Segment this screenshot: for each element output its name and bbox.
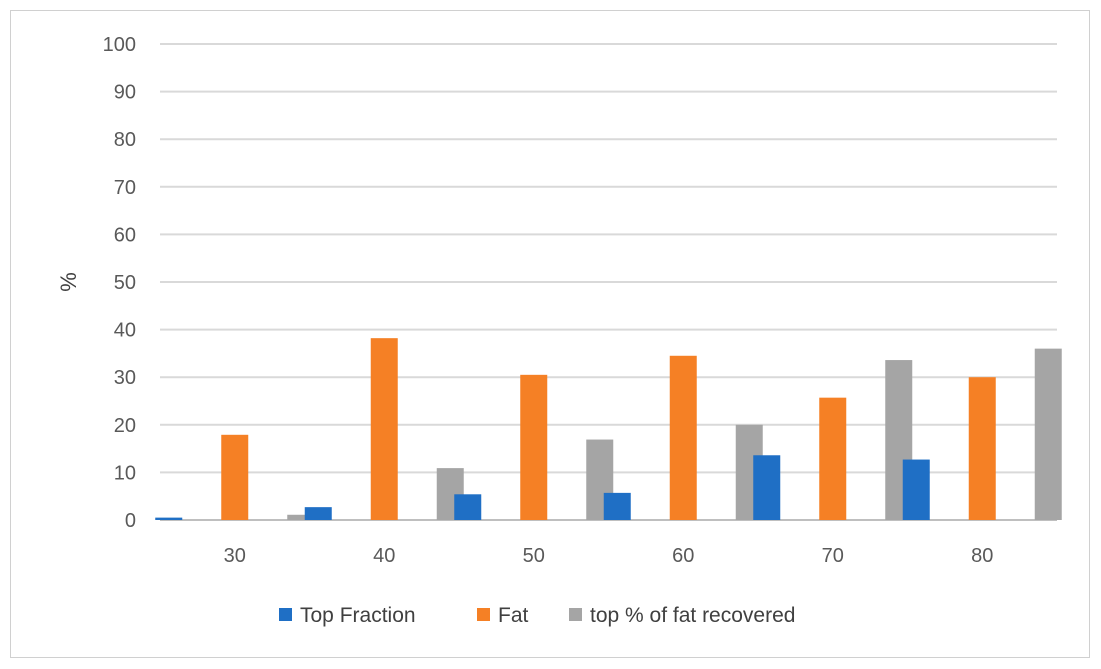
y-axis-ticks: 0 10 20 30 40 50 60 70 80 90 100 bbox=[103, 34, 136, 532]
y-tick-label: 90 bbox=[114, 82, 136, 104]
y-tick-label: 100 bbox=[103, 34, 136, 56]
x-tick-label: 60 bbox=[672, 545, 694, 567]
legend-swatch bbox=[279, 608, 292, 621]
bar-fat-60 bbox=[669, 355, 697, 520]
legend-label: Fat bbox=[498, 604, 529, 627]
bars bbox=[155, 338, 1062, 520]
x-tick-label: 70 bbox=[822, 545, 844, 567]
bar-fat-30 bbox=[221, 434, 249, 520]
y-axis-label: % bbox=[56, 272, 81, 292]
x-tick-label: 30 bbox=[224, 545, 246, 567]
bar-fat-40 bbox=[370, 338, 398, 520]
bar-top-fraction-30 bbox=[155, 517, 183, 520]
y-tick-label: 10 bbox=[114, 462, 136, 484]
x-tick-label: 40 bbox=[373, 545, 395, 567]
bar-top-of-fat-recovered-30 bbox=[287, 514, 315, 520]
x-tick-label: 50 bbox=[523, 545, 545, 567]
y-tick-label: 60 bbox=[114, 224, 136, 246]
y-tick-label: 30 bbox=[114, 367, 136, 389]
bar-top-fraction-80 bbox=[902, 459, 930, 520]
y-tick-label: 50 bbox=[114, 272, 136, 294]
y-tick-label: 0 bbox=[125, 510, 136, 532]
bar-top-fraction-50 bbox=[454, 494, 482, 520]
legend-label: top % of fat recovered bbox=[590, 604, 795, 627]
legend-label: Top Fraction bbox=[300, 604, 416, 627]
bar-fat-70 bbox=[819, 397, 847, 520]
bar-fat-80 bbox=[968, 377, 996, 520]
bar-top-fraction-40 bbox=[304, 507, 332, 520]
y-tick-label: 40 bbox=[114, 320, 136, 342]
legend: Top Fraction Fat top % of fat recovered bbox=[279, 604, 795, 627]
legend-swatch bbox=[569, 608, 582, 621]
bar-top-fraction-60 bbox=[603, 492, 631, 520]
bar-top-of-fat-recovered-80 bbox=[1034, 348, 1062, 520]
x-tick-label: 80 bbox=[971, 545, 993, 567]
bar-fat-50 bbox=[520, 374, 548, 520]
y-tick-label: 20 bbox=[114, 415, 136, 437]
y-tick-label: 80 bbox=[114, 129, 136, 151]
y-tick-label: 70 bbox=[114, 177, 136, 199]
legend-swatch bbox=[477, 608, 490, 621]
chart-frame bbox=[10, 10, 1090, 658]
bar-top-fraction-70 bbox=[753, 455, 781, 520]
x-axis-ticks: 30 40 50 60 70 80 bbox=[224, 545, 994, 567]
